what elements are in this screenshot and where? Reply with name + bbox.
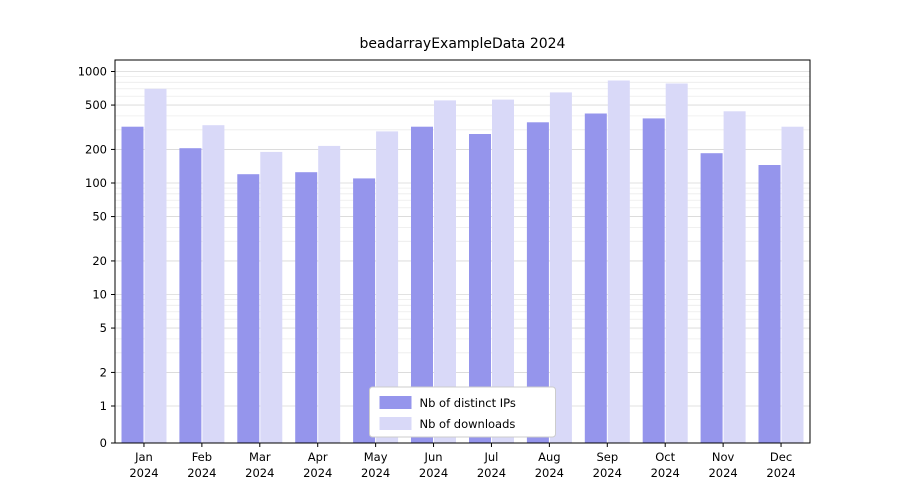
bar-distinct-ips — [758, 165, 781, 443]
y-tick-label: 20 — [92, 254, 107, 268]
legend-box — [369, 386, 556, 438]
x-tick-label-year: 2024 — [651, 466, 680, 480]
x-tick-label-year: 2024 — [303, 466, 332, 480]
x-tick-label-month: Oct — [655, 450, 675, 464]
bar-downloads — [202, 125, 225, 443]
gridlines — [115, 71, 810, 407]
x-tick-label-month: Jun — [424, 450, 443, 464]
x-tick-label-month: Jan — [134, 450, 153, 464]
x-tick-label-year: 2024 — [766, 466, 795, 480]
bar-distinct-ips — [411, 126, 433, 443]
x-tick-label-year: 2024 — [477, 466, 506, 480]
bar-distinct-ips — [295, 172, 318, 443]
bar-downloads — [376, 131, 399, 443]
x-tick-label-year: 2024 — [187, 466, 216, 480]
x-tick-label-year: 2024 — [245, 466, 274, 480]
bar-distinct-ips — [584, 113, 607, 443]
x-tick-label-year: 2024 — [129, 466, 158, 480]
x-tick-label-month: Dec — [770, 450, 792, 464]
bar-distinct-ips — [353, 178, 376, 443]
bar-downloads — [144, 88, 167, 444]
bar-distinct-ips — [700, 153, 723, 443]
x-tick-label-month: Mar — [249, 450, 271, 464]
axes — [111, 59, 811, 447]
x-tick-label-month: May — [364, 450, 388, 464]
bar-distinct-ips — [469, 134, 491, 443]
x-tick-label-year: 2024 — [361, 466, 390, 480]
legend-label: Nb of distinct IPs — [420, 396, 516, 410]
y-tick-label: 0 — [100, 436, 107, 450]
bars — [121, 80, 804, 444]
x-tick-label-year: 2024 — [593, 466, 622, 480]
y-tick-label: 500 — [85, 98, 107, 112]
plot-box — [114, 59, 811, 444]
y-tick-label: 1 — [100, 399, 107, 413]
x-tick-label-year: 2024 — [535, 466, 564, 480]
chart-title: beadarrayExampleData 2024 — [359, 36, 566, 52]
bar-downloads — [607, 80, 630, 443]
y-tick-label: 100 — [85, 176, 107, 190]
x-tick-label-month: Apr — [308, 450, 328, 464]
bar-distinct-ips — [179, 148, 202, 443]
y-tick-label: 50 — [92, 210, 107, 224]
bar-distinct-ips — [121, 126, 144, 443]
bar-downloads — [781, 126, 804, 443]
x-tick-label-year: 2024 — [419, 466, 448, 480]
y-tick-label: 10 — [92, 288, 107, 302]
x-tick-label-month: Jul — [484, 450, 499, 464]
y-tick-label: 200 — [85, 142, 107, 156]
bar-distinct-ips — [526, 122, 549, 444]
bar-distinct-ips — [642, 118, 665, 444]
y-tick-label: 1000 — [78, 65, 107, 79]
bar-distinct-ips — [237, 174, 260, 443]
bar-downloads — [260, 151, 283, 443]
x-tick-label-month: Sep — [596, 450, 618, 464]
axis-labels: 0 1 2 5 10 20 50 100 200 500 1000 Jan 2024 Feb 2024 Mar… — [78, 65, 796, 481]
x-tick-label-month: Nov — [712, 450, 735, 464]
bar-downloads — [492, 99, 514, 443]
x-tick-label-month: Aug — [538, 450, 560, 464]
y-tick-label: 5 — [100, 321, 107, 335]
bar-downloads — [434, 100, 456, 444]
x-tick-label-month: Feb — [192, 450, 212, 464]
bar-downloads — [318, 145, 341, 443]
legend-swatch — [379, 417, 412, 430]
legend: Nb of distinct IPs Nb of downloads — [369, 386, 556, 438]
y-tick-label: 2 — [100, 365, 107, 379]
bar-downloads — [665, 83, 688, 443]
legend-swatch — [379, 396, 412, 409]
legend-label: Nb of downloads — [420, 417, 516, 431]
bar-downloads — [549, 92, 572, 444]
bar-downloads — [723, 111, 746, 444]
x-tick-label-year: 2024 — [708, 466, 737, 480]
